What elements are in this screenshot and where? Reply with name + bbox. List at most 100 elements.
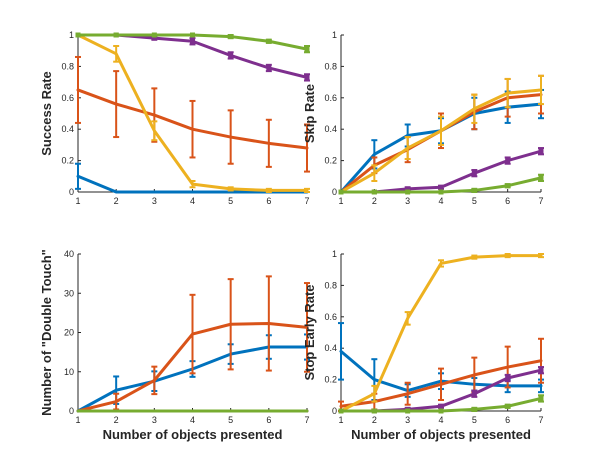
x-axis-label: Number of objects presented xyxy=(351,427,531,442)
y-tick-label: 0 xyxy=(332,187,337,197)
x-axis-label: Number of objects presented xyxy=(103,427,283,442)
series-line xyxy=(339,88,543,194)
y-axis-label: Stop Early Rate xyxy=(302,284,317,380)
y-tick-label: 1 xyxy=(332,249,337,259)
x-tick-label: 4 xyxy=(190,196,195,206)
data-point xyxy=(471,406,477,412)
data-point xyxy=(538,367,544,373)
y-tick-label: 40 xyxy=(64,249,74,259)
data-point xyxy=(405,408,411,414)
x-tick-label: 7 xyxy=(304,196,309,206)
data-point xyxy=(505,403,511,409)
subplot-3: 1 2 3 4 5 6 7 0 10 20 30 40 Number of "Double Touch"… xyxy=(39,249,310,442)
y-axis-label: Success Rate xyxy=(39,71,54,156)
data-point xyxy=(151,32,157,38)
data-point xyxy=(405,189,411,195)
y-tick-label: 1 xyxy=(332,30,337,40)
series-line xyxy=(339,254,543,413)
x-tick-label: 2 xyxy=(372,196,377,206)
x-tick-label: 5 xyxy=(228,415,233,425)
data-point xyxy=(471,391,477,397)
data-point xyxy=(190,38,195,44)
data-point xyxy=(538,148,544,154)
x-tick-label: 7 xyxy=(538,196,543,206)
x-tick-label: 6 xyxy=(266,196,271,206)
y-tick-label: 1 xyxy=(69,30,74,40)
data-point xyxy=(266,38,272,44)
y-tick-label: 0 xyxy=(69,406,74,416)
x-tick-label: 5 xyxy=(472,415,477,425)
x-tick-label: 6 xyxy=(266,415,271,425)
y-tick-label: 30 xyxy=(64,288,74,298)
data-point xyxy=(266,65,272,71)
subplot-2: 1 2 3 4 5 6 7 0 0.2 0.4 0.6 0.8 1 Skip Rate xyxy=(302,30,544,206)
y-tick-label: 0.8 xyxy=(61,61,74,71)
x-tick-label: 1 xyxy=(338,415,343,425)
data-point xyxy=(505,183,511,189)
y-axis-label: Skip Rate xyxy=(302,84,317,143)
data-point xyxy=(538,395,544,401)
series-group xyxy=(76,275,310,413)
data-point xyxy=(338,189,344,195)
x-tick-label: 3 xyxy=(152,196,157,206)
x-tick-label: 4 xyxy=(190,415,195,425)
y-tick-label: 0 xyxy=(332,406,337,416)
y-tick-label: 0 xyxy=(69,187,74,197)
data-point xyxy=(75,32,81,38)
x-tick-label: 3 xyxy=(405,196,410,206)
data-point xyxy=(190,32,195,38)
series-group xyxy=(75,32,310,194)
data-point xyxy=(228,52,234,58)
x-tick-label: 3 xyxy=(405,415,410,425)
x-tick-label: 7 xyxy=(538,415,543,425)
series-group xyxy=(338,253,544,414)
series-line xyxy=(76,33,309,192)
x-tick-label: 6 xyxy=(505,196,510,206)
x-tick-label: 7 xyxy=(304,415,309,425)
y-tick-label: 0.6 xyxy=(61,93,74,103)
y-axis-label: Number of "Double Touch" xyxy=(39,249,54,416)
x-tick-label: 1 xyxy=(338,196,343,206)
data-point xyxy=(438,408,444,414)
x-tick-label: 2 xyxy=(372,415,377,425)
y-tick-label: 0.6 xyxy=(324,312,337,322)
data-point xyxy=(338,408,344,414)
series-line xyxy=(76,88,309,150)
y-tick-label: 10 xyxy=(64,367,74,377)
y-tick-label: 0.2 xyxy=(324,156,337,166)
y-tick-label: 0.2 xyxy=(61,156,74,166)
data-point xyxy=(228,34,234,40)
subplot-1: 1 2 3 4 5 6 7 0 0.2 0.4 0.6 0.8 1 Success Rate xyxy=(39,30,310,206)
x-tick-label: 4 xyxy=(438,196,443,206)
y-tick-label: 0.4 xyxy=(324,343,337,353)
series-line xyxy=(76,321,309,413)
x-tick-label: 1 xyxy=(75,196,80,206)
data-point xyxy=(438,189,444,195)
x-tick-label: 2 xyxy=(114,196,119,206)
y-tick-label: 0.8 xyxy=(324,280,337,290)
x-tick-label: 3 xyxy=(152,415,157,425)
series-group xyxy=(338,74,544,195)
y-tick-label: 0.2 xyxy=(324,375,337,385)
x-tick-label: 4 xyxy=(438,415,443,425)
y-tick-label: 0.4 xyxy=(61,124,74,134)
data-point xyxy=(113,32,119,38)
data-point xyxy=(151,35,157,41)
x-tick-label: 5 xyxy=(228,196,233,206)
data-point xyxy=(505,375,511,381)
data-point xyxy=(304,46,310,52)
subplot-4: 1 2 3 4 5 6 7 0 0.2 0.4 0.6 0.8 1 Stop Early Rate Numb… xyxy=(302,249,544,442)
y-tick-label: 20 xyxy=(64,328,74,338)
data-point xyxy=(371,408,377,414)
x-tick-label: 1 xyxy=(75,415,80,425)
data-point xyxy=(505,158,511,164)
data-point xyxy=(371,189,377,195)
x-tick-label: 5 xyxy=(472,196,477,206)
data-point xyxy=(538,175,544,181)
x-tick-label: 6 xyxy=(505,415,510,425)
y-tick-label: 0.4 xyxy=(324,124,337,134)
data-point xyxy=(438,184,444,190)
data-point xyxy=(405,186,411,192)
data-point xyxy=(304,74,310,80)
